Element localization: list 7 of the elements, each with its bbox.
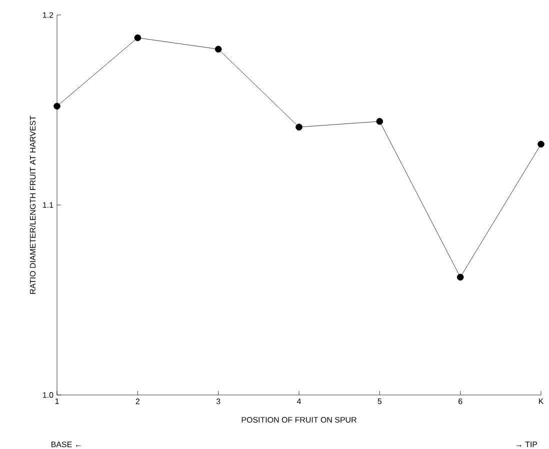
point <box>54 102 60 110</box>
point <box>456 274 464 281</box>
point <box>296 124 302 130</box>
point <box>134 34 142 42</box>
point <box>538 140 544 148</box>
point <box>376 118 384 125</box>
point <box>214 46 222 53</box>
